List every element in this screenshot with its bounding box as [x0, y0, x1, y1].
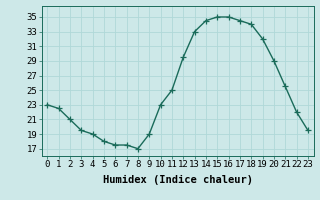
X-axis label: Humidex (Indice chaleur): Humidex (Indice chaleur): [103, 175, 252, 185]
